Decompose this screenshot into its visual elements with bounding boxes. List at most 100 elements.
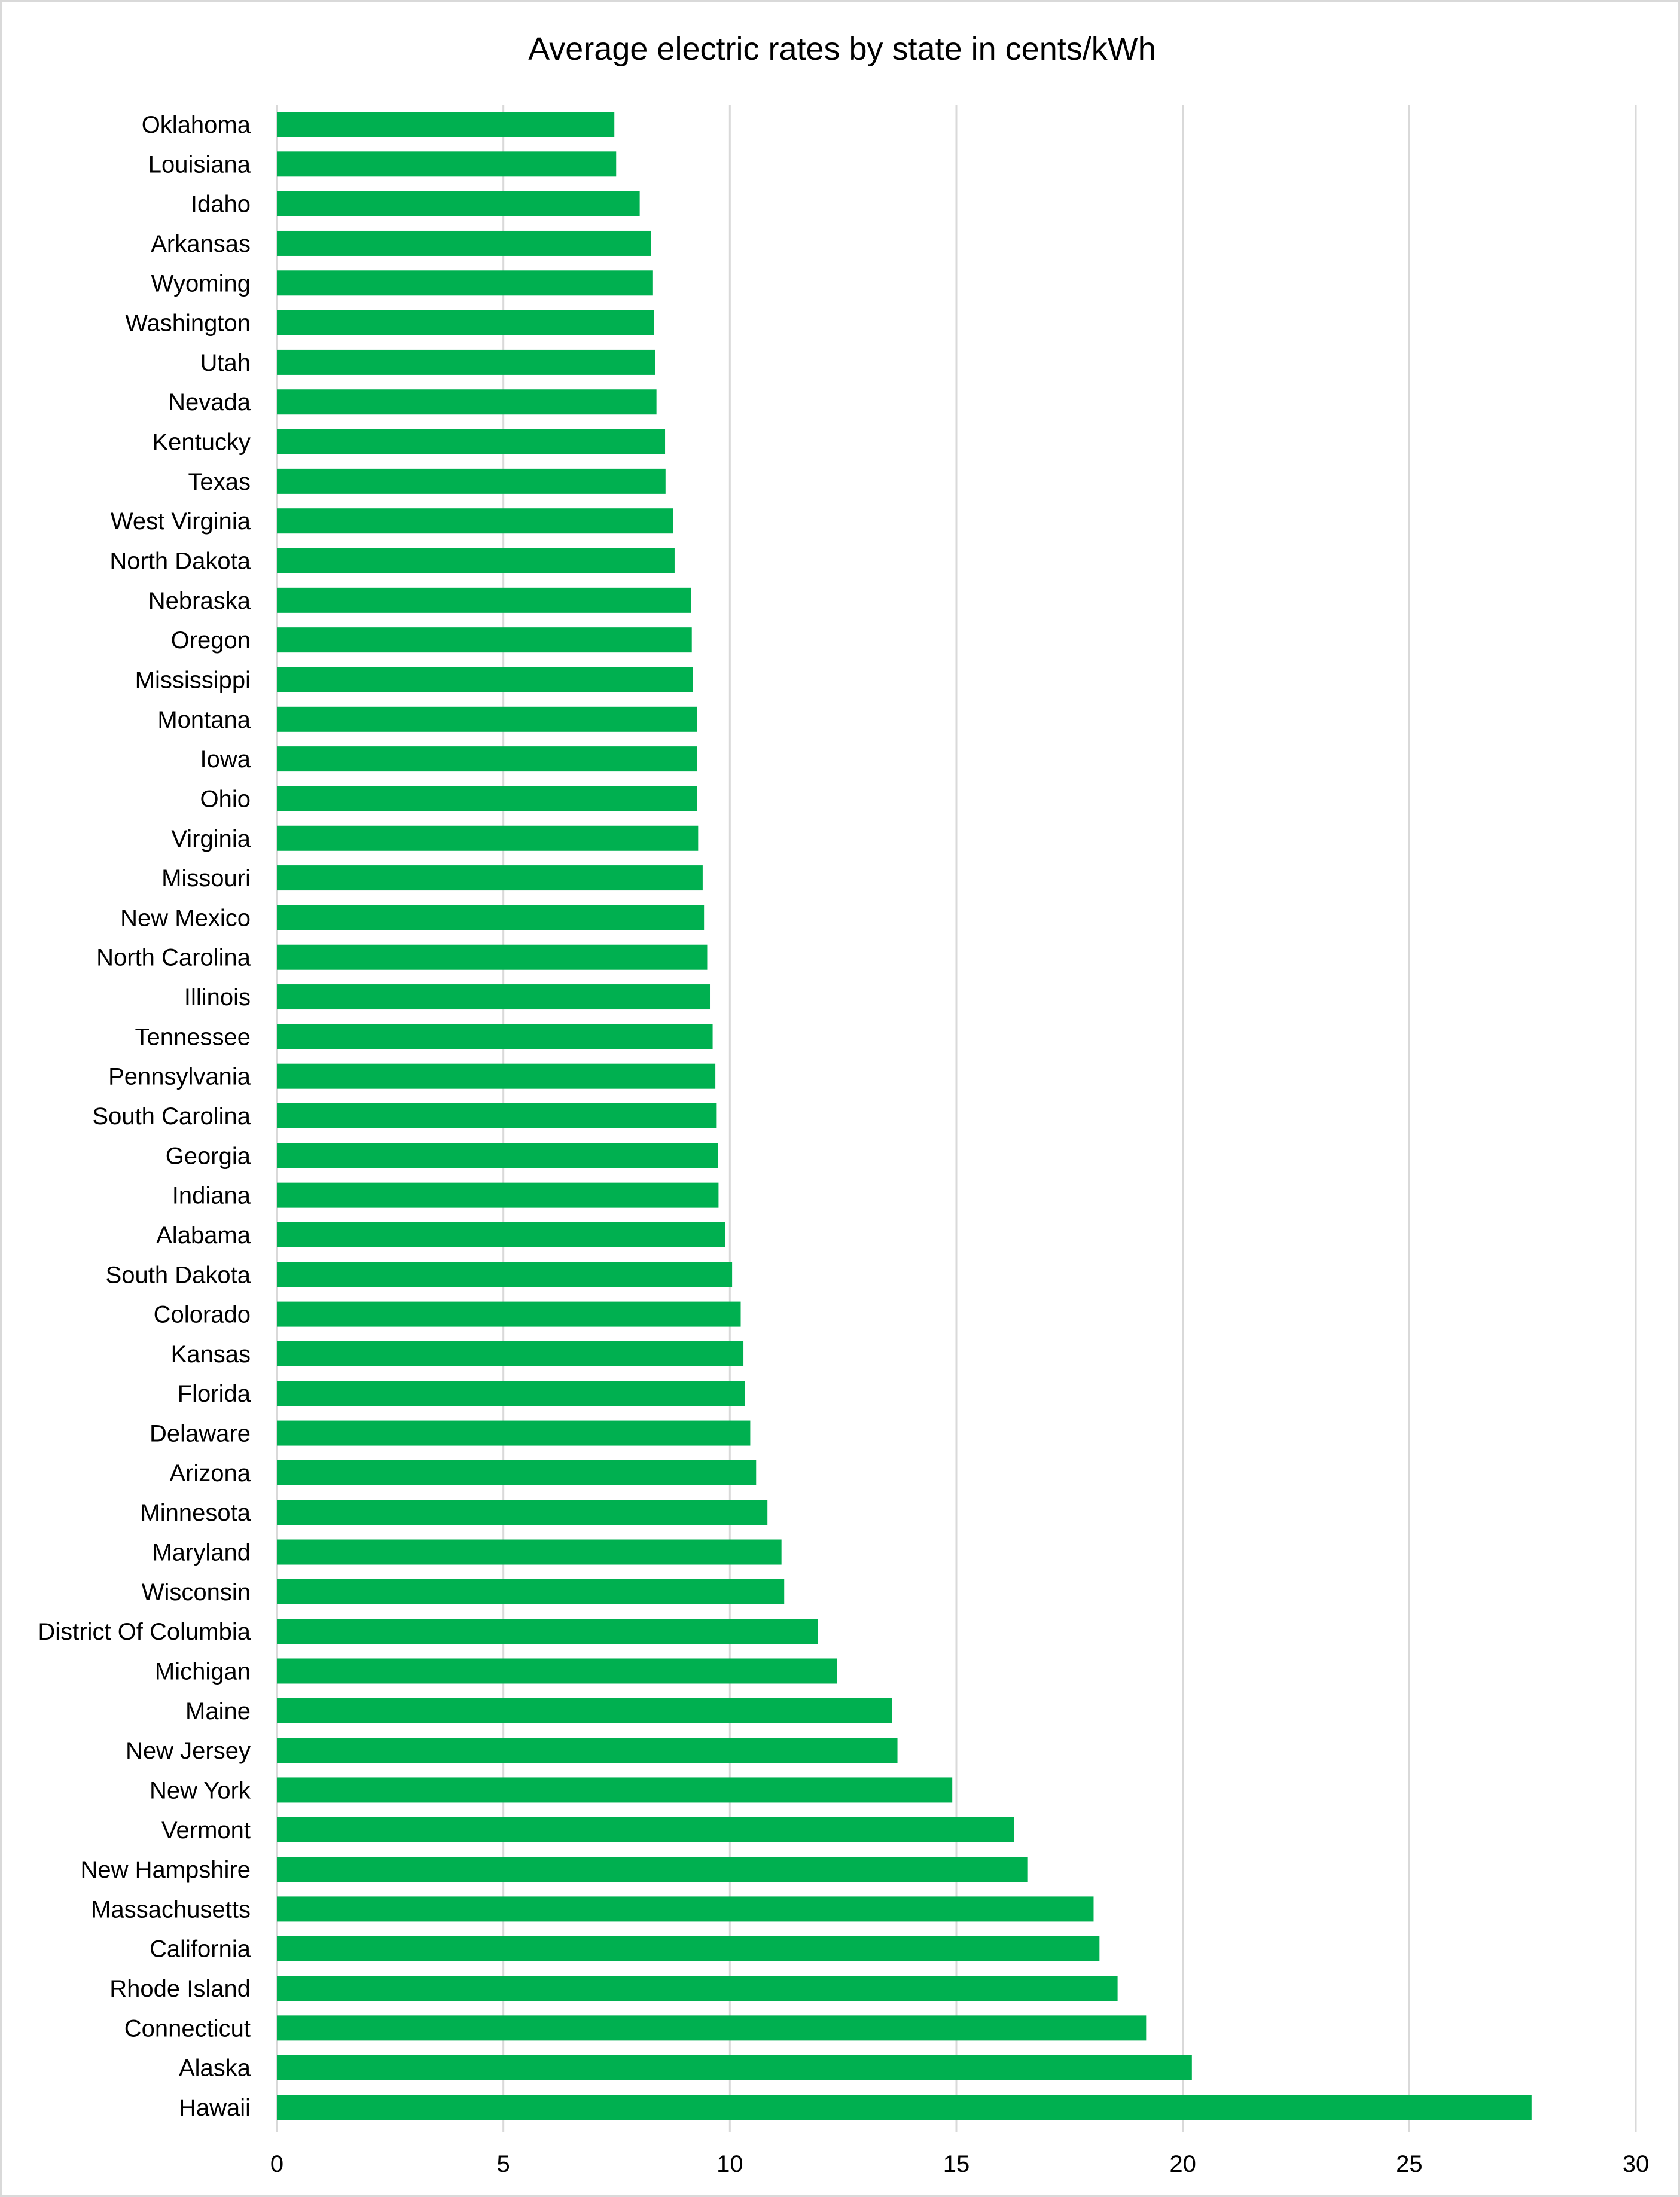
category-label: Maine — [185, 1698, 251, 1725]
bar — [277, 786, 697, 811]
bar — [277, 349, 655, 375]
bar — [277, 825, 699, 851]
x-tick-label: 30 — [1623, 2151, 1649, 2177]
bar — [277, 1857, 1028, 1882]
category-label: Massachusetts — [91, 1896, 251, 1923]
category-label: Alaska — [179, 2055, 251, 2082]
bar — [277, 191, 640, 216]
category-label: South Carolina — [92, 1103, 251, 1130]
bar — [277, 508, 673, 534]
bar — [277, 1539, 782, 1565]
category-label: Minnesota — [140, 1500, 251, 1526]
bar — [277, 1579, 785, 1604]
bar — [277, 706, 697, 732]
x-tick-label: 0 — [270, 2151, 283, 2177]
category-label: California — [150, 1936, 251, 1963]
bar — [277, 1262, 733, 1287]
category-label: Connecticut — [124, 2015, 251, 2042]
category-label: Florida — [178, 1381, 251, 1407]
bar — [277, 468, 666, 494]
bar — [277, 944, 708, 970]
category-label: Oklahoma — [142, 112, 251, 138]
category-label: Wyoming — [151, 270, 251, 297]
category-label: Ohio — [200, 786, 251, 812]
x-tick-label: 20 — [1169, 2151, 1196, 2177]
bar — [277, 1777, 953, 1803]
bar — [277, 270, 653, 296]
bar — [277, 905, 705, 930]
bar — [277, 1063, 716, 1089]
category-label: Nevada — [168, 389, 251, 416]
bar — [277, 389, 657, 415]
category-label: Alabama — [156, 1222, 251, 1249]
x-tick-label: 15 — [943, 2151, 970, 2177]
category-label: Rhode Island — [109, 1976, 251, 2002]
category-label: Washington — [125, 310, 251, 337]
category-label: New York — [150, 1777, 251, 1804]
category-label: New Hampshire — [80, 1857, 251, 1883]
bar — [277, 1896, 1094, 1922]
category-label: Michigan — [155, 1658, 251, 1685]
bar — [277, 1817, 1014, 1842]
bar — [277, 2095, 1532, 2120]
category-label: North Dakota — [109, 548, 251, 575]
category-label: Arkansas — [151, 231, 251, 257]
category-label: Missouri — [161, 865, 251, 892]
bar — [277, 1698, 892, 1723]
bar — [277, 1103, 717, 1128]
category-label: Kentucky — [152, 429, 251, 456]
category-label: Indiana — [172, 1183, 251, 1209]
category-label: Tennessee — [135, 1024, 251, 1050]
bar — [277, 1182, 719, 1208]
bar — [277, 1658, 837, 1684]
bar — [277, 1619, 818, 1644]
bar — [277, 1738, 898, 1763]
category-label: Delaware — [150, 1421, 251, 1447]
bar — [277, 1143, 718, 1168]
x-tick-label: 10 — [716, 2151, 743, 2177]
bar — [277, 1936, 1100, 1961]
category-label: Mississippi — [135, 667, 251, 693]
bar — [277, 230, 651, 256]
category-label: Maryland — [152, 1540, 251, 1566]
chart-title: Average electric rates by state in cents… — [528, 31, 1155, 67]
bar — [277, 1381, 745, 1406]
category-label: New Mexico — [120, 905, 251, 931]
category-label: Vermont — [161, 1817, 251, 1844]
category-label: Texas — [188, 469, 251, 495]
bar — [277, 1301, 741, 1327]
x-tick-label: 25 — [1396, 2151, 1423, 2177]
category-label: Montana — [157, 707, 251, 733]
bar — [277, 1976, 1118, 2001]
bar — [277, 746, 697, 772]
category-label: Colorado — [154, 1302, 251, 1328]
category-label: Iowa — [200, 746, 251, 773]
bar — [277, 1341, 744, 1366]
bar — [277, 587, 691, 613]
category-label: Kansas — [171, 1341, 251, 1368]
bar — [277, 1420, 751, 1446]
category-label: Hawaii — [179, 2095, 251, 2121]
bar — [277, 2055, 1192, 2080]
category-label: Louisiana — [148, 151, 251, 178]
category-label: District Of Columbia — [38, 1619, 251, 1645]
x-tick-label: 5 — [497, 2151, 510, 2177]
bar — [277, 548, 675, 573]
bar — [277, 1024, 713, 1049]
category-label: West Virginia — [111, 508, 251, 535]
category-label: Wisconsin — [142, 1579, 251, 1606]
category-label: Idaho — [191, 191, 251, 218]
bar — [277, 310, 654, 335]
bar — [277, 1500, 768, 1525]
category-label: Arizona — [169, 1460, 251, 1487]
bar — [277, 112, 615, 137]
category-label: New Jersey — [126, 1738, 251, 1764]
category-label: Pennsylvania — [108, 1064, 251, 1090]
category-label: South Dakota — [106, 1262, 251, 1288]
bar — [277, 627, 692, 653]
category-label: Oregon — [171, 627, 251, 654]
category-label: North Carolina — [96, 945, 251, 971]
bar — [277, 1460, 757, 1485]
